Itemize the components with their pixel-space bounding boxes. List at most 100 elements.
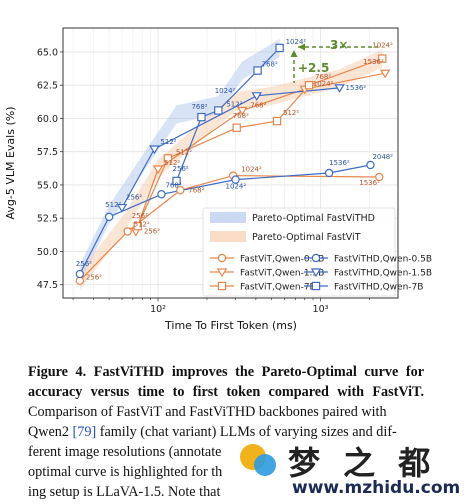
y-tick-label: 57.5 xyxy=(37,147,58,158)
series-line xyxy=(79,164,371,275)
y-tick-label: 47.5 xyxy=(37,280,58,291)
point-label: 256² xyxy=(132,212,148,220)
data-point xyxy=(310,268,322,278)
data-point xyxy=(133,221,142,231)
point-label: 1024² xyxy=(215,87,236,95)
data-point xyxy=(334,84,345,94)
speedup-annotation: 3× +2.5 xyxy=(290,38,378,83)
caption-line-4: optimal curve is highlighted for th xyxy=(28,464,223,480)
y-axis-label: Avg-5 VLM Evals (%) xyxy=(4,107,17,220)
point-label: 2048² xyxy=(372,153,393,161)
data-point xyxy=(378,54,387,63)
y-tick-label: 50.0 xyxy=(37,247,58,258)
point-label: 512² xyxy=(226,100,242,108)
caption-line-2a: Qwen2 xyxy=(28,424,73,440)
point-label: 512² xyxy=(176,148,192,156)
data-point xyxy=(217,253,227,263)
legend: Pareto-Optimal FastViTHD Pareto-Optimal F… xyxy=(202,207,432,297)
legend-label: FastViT,Qwen-0.5B xyxy=(240,255,324,265)
y-tick-label: 65.0 xyxy=(37,47,58,58)
data-point xyxy=(75,269,85,279)
data-point xyxy=(253,66,262,75)
caption-line-1: Comparison of FastViT and FastViTHD back… xyxy=(28,404,387,420)
point-label: 256² xyxy=(126,194,142,202)
data-point xyxy=(231,175,240,184)
point-label: 256² xyxy=(173,165,189,173)
data-point xyxy=(324,168,334,178)
point-label: 1024² xyxy=(226,183,247,191)
data-point xyxy=(275,43,284,53)
point-label: 256² xyxy=(86,274,102,282)
data-point xyxy=(272,116,282,126)
annotation-arrowhead xyxy=(290,50,298,57)
data-point xyxy=(149,145,160,155)
point-label: 512² xyxy=(134,220,150,228)
caption-lead: Figure 4. FastViTHD improves the Pareto-… xyxy=(28,364,424,400)
caption-line-3: ferent image resolutions (annotate xyxy=(28,444,222,460)
data-point xyxy=(197,112,206,122)
point-label: 768² xyxy=(191,103,207,111)
point-label: 768² xyxy=(188,186,204,194)
watermark-url: www.mzhidu.com xyxy=(292,478,461,498)
legend-swatch xyxy=(210,212,246,223)
pareto-band xyxy=(79,38,280,284)
figure-chart: 3× +2.5 256²512²768²1024²1536²256²512²76… xyxy=(4,27,432,332)
data-point xyxy=(232,123,241,132)
point-label: 512² xyxy=(164,159,180,167)
annotation-plus-2-5: +2.5 xyxy=(298,61,329,75)
data-point xyxy=(116,203,128,213)
watermark-title: 梦 之 都 xyxy=(288,444,437,482)
point-label: 256² xyxy=(144,227,160,235)
data-point xyxy=(157,190,166,199)
legend-label: Pareto-Optimal FastViTHD xyxy=(252,213,375,224)
y-tick-label: 52.5 xyxy=(37,214,58,225)
figure-caption: Figure 4. FastViTHD improves the Pareto-… xyxy=(28,362,424,502)
series-line xyxy=(121,87,340,208)
x-axis-label: Time To First Token (ms) xyxy=(164,319,297,332)
legend-label: FastViT,Qwen-7B xyxy=(240,283,316,293)
annotation-3x: 3× xyxy=(330,38,348,52)
point-label: 1024² xyxy=(286,38,307,46)
point-label: 768² xyxy=(165,181,181,189)
data-point xyxy=(311,281,321,291)
point-label: 1024² xyxy=(313,80,334,88)
data-point xyxy=(152,165,164,175)
citation-link[interactable]: [79] xyxy=(72,424,97,440)
axis-ticks: 47.5 50.0 52.5 55.0 57.5 60.0 62.5 65.0 10² 10³ xyxy=(37,47,370,315)
data-point xyxy=(311,253,321,263)
legend-label: FastViTHD,Qwen-7B xyxy=(334,283,423,293)
data-point xyxy=(214,106,223,115)
data-point xyxy=(104,212,114,222)
point-label: 768² xyxy=(233,112,249,120)
data-point xyxy=(379,69,391,79)
caption-line-2b: family (chat variant) LLMs of varying si… xyxy=(96,424,397,440)
point-labels: 256²512²768²1024²1536²256²512²768²1024²1… xyxy=(76,38,393,282)
point-label: 512² xyxy=(283,109,299,117)
data-point xyxy=(366,160,375,170)
y-tick-label: 55.0 xyxy=(37,180,58,191)
data-point xyxy=(176,186,185,195)
legend-label: FastViTHD,Qwen-0.5B xyxy=(334,255,432,265)
point-label: 1536² xyxy=(329,159,350,167)
legend-label: FastViT,Qwen-1.5B xyxy=(240,269,324,279)
point-label: 768² xyxy=(250,101,266,109)
legend-label: Pareto-Optimal FastViT xyxy=(252,232,361,243)
x-tick-label: 10³ xyxy=(313,304,329,315)
data-point xyxy=(237,106,248,116)
data-point xyxy=(172,176,181,186)
point-label: 1536² xyxy=(346,84,367,92)
data-point xyxy=(163,154,173,163)
point-label: 768² xyxy=(315,73,331,81)
y-tick-label: 60.0 xyxy=(37,114,58,125)
point-label: 1536² xyxy=(359,179,380,187)
data-point xyxy=(217,281,227,291)
series-line xyxy=(137,58,383,227)
data-point xyxy=(216,268,228,278)
x-tick-label: 10² xyxy=(150,304,166,315)
watermark: 梦 之 都 www.mzhidu.com xyxy=(238,438,468,500)
annotation-arrowhead xyxy=(298,43,305,51)
point-label: 256² xyxy=(76,260,92,268)
point-label: 512² xyxy=(105,201,121,209)
series-points xyxy=(75,43,391,285)
point-label: 1024² xyxy=(241,166,262,174)
